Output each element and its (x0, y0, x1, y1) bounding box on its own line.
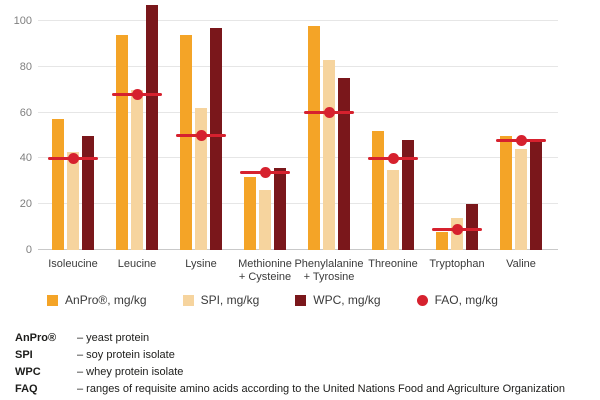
footnote-row: FAQ – ranges of requisite amino acids acc… (15, 381, 593, 398)
x-axis-category-label-line: Leucine (117, 258, 157, 270)
gridline (38, 111, 558, 113)
bar-wpc (338, 78, 350, 250)
bar-spi (515, 149, 527, 250)
gridline (38, 203, 558, 205)
legend-item: WPC, mg/kg (295, 293, 381, 307)
bar-wpc (466, 204, 478, 250)
x-axis-category-label: Tryptophan (411, 258, 503, 271)
footnote-term: FAQ (15, 383, 38, 395)
bar-spi (387, 169, 399, 250)
fao-marker-dot (323, 107, 335, 119)
bar-wpc (210, 27, 222, 250)
footnote-definition: – whey protein isolate (77, 366, 184, 378)
bar-spi (67, 151, 79, 250)
fao-marker-dot (67, 152, 79, 164)
footnote-definition: – ranges of requisite amino acids accord… (77, 383, 565, 395)
gridline (38, 65, 558, 67)
fao-marker-dot (195, 130, 207, 141)
fao-marker-dot (387, 152, 399, 164)
gridline (38, 157, 558, 159)
fao-marker-dot (259, 166, 271, 178)
footnote-definition: – soy protein isolate (77, 349, 175, 361)
footnote-row: WPC – whey protein isolate (15, 364, 593, 381)
bar-wpc (82, 135, 94, 250)
bar-spi (195, 108, 207, 250)
bar-spi (323, 59, 335, 250)
footnote-definition: – yeast protein (77, 332, 150, 344)
bar-wpc (146, 4, 158, 250)
legend-circle-marker-icon (416, 294, 428, 306)
legend-label: WPC, mg/kg (313, 293, 381, 307)
footnote-term: WPC (15, 366, 41, 378)
x-axis-category-label-line: Lysine (185, 258, 217, 270)
chart-legend: AnPro®, mg/kg SPI, mg/kg WPC, mg/kg FAO, mg… (0, 293, 600, 307)
bar-anpro (500, 135, 512, 250)
legend-square-marker-icon (295, 294, 307, 306)
x-axis-category-label-line: Tryptophan (429, 258, 485, 270)
bar-anpro (244, 176, 256, 250)
x-axis-category-label: Lysine (155, 258, 247, 271)
x-axis-category-label: Threonine (347, 258, 439, 271)
fao-marker-dot (131, 88, 143, 100)
y-axis-tick-label: 60 (19, 106, 32, 119)
bar-spi (259, 190, 271, 250)
legend-square-marker-icon (47, 294, 59, 306)
y-axis-tick-label: 40 (19, 152, 32, 165)
footnote-term: SPI (15, 349, 33, 361)
x-axis-category-label-line: Isoleucine (48, 258, 98, 270)
bar-anpro (116, 34, 128, 250)
footnote-term: AnPro® (15, 332, 57, 344)
legend-item: SPI, mg/kg (182, 293, 260, 307)
x-axis-category-label-line: Phenylalanine (294, 258, 364, 270)
plot-area (38, 4, 558, 250)
chart-area: 0 20 40 60 80 100 Isoleucine Leucine Lysine Methi… (13, 4, 567, 284)
legend-label: SPI, mg/kg (200, 293, 260, 307)
legend-label: FAO, mg/kg (434, 293, 498, 307)
bar-wpc (274, 167, 286, 250)
x-axis-category-label: Leucine (91, 258, 183, 271)
x-axis-category-label-line: + Tyrosine (303, 271, 355, 283)
bar-anpro (180, 34, 192, 250)
y-axis-tick-label: 100 (13, 15, 32, 27)
bar-wpc (530, 140, 542, 250)
bar-anpro (372, 130, 384, 250)
legend-label: AnPro®, mg/kg (65, 293, 147, 307)
footnotes: AnPro® – yeast protein SPI – soy protein is… (15, 330, 593, 398)
bar-anpro (52, 119, 64, 250)
legend-item: AnPro®, mg/kg (47, 293, 147, 307)
bar-spi (131, 89, 143, 250)
bar-wpc (402, 140, 414, 250)
legend-square-marker-icon (182, 294, 194, 306)
gridline (38, 20, 558, 21)
footnote-row: AnPro® – yeast protein (15, 330, 593, 347)
bar-anpro (436, 231, 448, 250)
y-axis-tick-label: 20 (19, 198, 32, 211)
fao-marker-dot (451, 223, 463, 235)
y-axis-tick-label: 80 (19, 60, 32, 73)
y-axis-tick-label: 0 (25, 244, 32, 256)
x-axis-category-label-line: Threonine (368, 258, 418, 270)
legend-item: FAO, mg/kg (416, 293, 498, 307)
x-axis-baseline (38, 249, 558, 250)
x-axis-category-label: Valine (475, 258, 567, 271)
x-axis-category-label: Phenylalanine + Tyrosine (283, 258, 375, 284)
bar-anpro (308, 25, 320, 250)
x-axis-category-label-line: + Cysteine (238, 271, 292, 283)
footnote-row: SPI – soy protein isolate (15, 347, 593, 364)
x-axis-category-label-line: Methionine (238, 258, 292, 270)
x-axis-category-label-line: Valine (506, 258, 536, 270)
x-axis-category-label: Isoleucine (27, 258, 119, 271)
x-axis-category-label: Methionine + Cysteine (219, 258, 311, 284)
fao-marker-dot (515, 134, 527, 146)
